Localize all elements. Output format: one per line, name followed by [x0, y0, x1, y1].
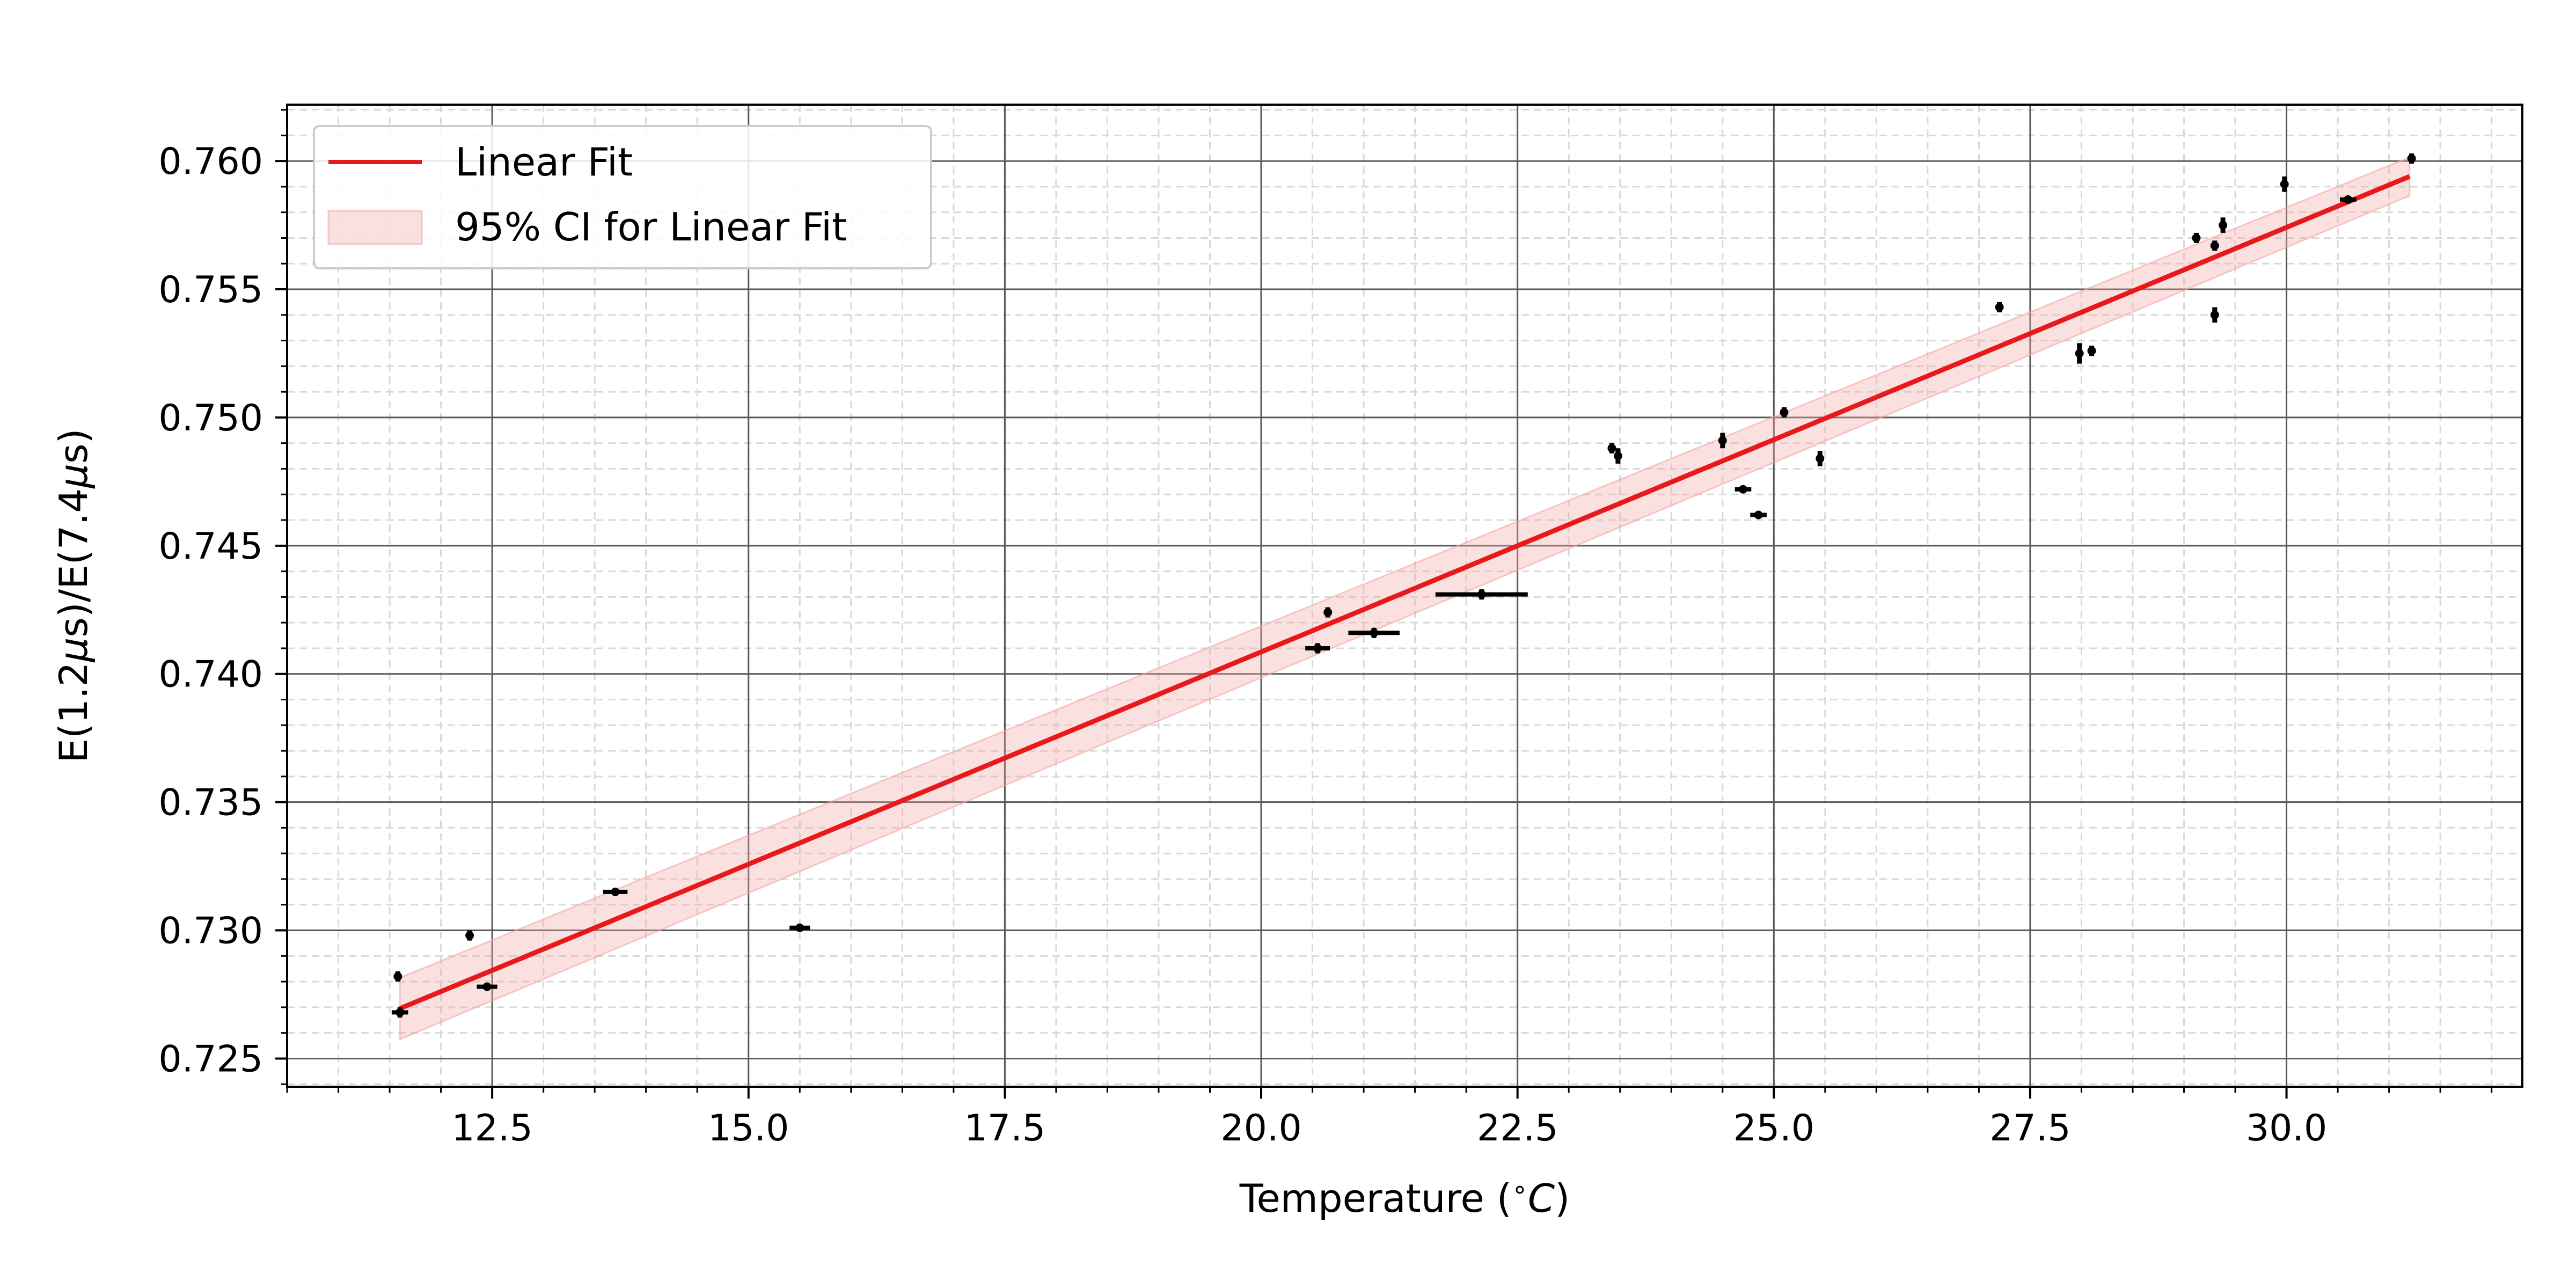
data-point-marker	[2280, 180, 2289, 189]
legend-ci-swatch	[327, 210, 423, 245]
y-tick-label: 0.750	[158, 397, 263, 440]
legend-ci-label: 95% CI for Linear Fit	[455, 204, 847, 250]
data-point	[2339, 195, 2357, 204]
data-point-marker	[1323, 608, 1333, 617]
legend: Linear Fit 95% CI for Linear Fit	[313, 125, 932, 269]
data-point	[1305, 643, 1330, 654]
data-point-marker	[1477, 590, 1486, 599]
axis-ticks	[275, 109, 2493, 1099]
linear-fit-line	[399, 174, 2411, 1011]
y-axis-label-part2: s)/E(7.4	[51, 488, 96, 638]
data-point	[2210, 307, 2219, 323]
x-axis-label-degree: ∘	[1512, 1174, 1528, 1204]
data-point-marker	[1780, 408, 1789, 417]
major-grid	[287, 105, 2522, 1087]
data-point-marker	[1816, 454, 1825, 463]
x-tick-label: 12.5	[451, 1107, 532, 1150]
data-point	[1435, 589, 1528, 600]
data-point	[2280, 176, 2289, 192]
data-point-marker	[2210, 241, 2219, 250]
data-point-marker	[1370, 628, 1379, 638]
data-point-marker	[2075, 349, 2084, 358]
data-point	[2407, 153, 2416, 164]
data-point-marker	[2344, 195, 2353, 204]
plot-frame	[286, 104, 2523, 1088]
data-point-marker	[2087, 346, 2096, 355]
data-point	[1323, 607, 1333, 618]
data-point	[2219, 217, 2228, 233]
y-tick-label: 0.745	[158, 525, 263, 568]
data-point	[1607, 443, 1616, 453]
y-axis-label-mu2: μ	[51, 464, 96, 489]
y-axis-label: E(1.2μs)/E(7.4μs)	[51, 428, 96, 763]
data-point	[1613, 448, 1622, 464]
data-point	[2087, 346, 2096, 356]
data-point	[465, 930, 474, 941]
y-tick-labels: 0.725 0.730 0.735 0.740 0.745 0.750 0.755 0.760	[158, 141, 263, 1080]
y-tick-label: 0.755	[158, 269, 263, 311]
x-tick-label: 20.0	[1220, 1107, 1301, 1150]
y-tick-label: 0.735	[158, 782, 263, 824]
data-point	[391, 1007, 408, 1018]
y-axis-label-part3: s)	[51, 428, 96, 464]
data-point	[477, 982, 497, 991]
data-point	[2192, 232, 2201, 244]
data-point	[1735, 485, 1752, 494]
data-point	[1348, 627, 1400, 638]
x-tick-label: 22.5	[1477, 1107, 1558, 1150]
data-point	[1816, 451, 1825, 466]
x-axis-label-after: )	[1555, 1176, 1570, 1221]
data-point-marker	[1738, 485, 1747, 494]
data-point-marker	[396, 1008, 405, 1017]
x-axis-label-unit: C	[1528, 1176, 1555, 1221]
data-point	[603, 887, 628, 896]
legend-fit-label: Linear Fit	[455, 140, 633, 185]
x-tick-label: 30.0	[2246, 1107, 2327, 1150]
data-point-marker	[1607, 444, 1616, 453]
data-point-marker	[2407, 154, 2416, 163]
legend-box	[313, 125, 932, 269]
data-point	[2075, 343, 2084, 364]
y-axis-label-part1: E(1.2	[51, 662, 96, 763]
data-point-marker	[2219, 221, 2228, 230]
x-axis-label-before: Temperature (	[1239, 1176, 1512, 1221]
data-point-marker	[393, 972, 402, 981]
data-point-marker	[465, 931, 474, 940]
data-point	[1995, 302, 2004, 313]
data-points	[391, 153, 2416, 1018]
x-tick-labels: 12.5 15.0 17.5 20.0 22.5 25.0 27.5 30.0	[451, 1107, 2327, 1150]
data-point	[1750, 510, 1767, 519]
data-point	[393, 971, 402, 982]
y-tick-label: 0.725	[158, 1038, 263, 1080]
y-tick-label: 0.760	[158, 141, 263, 183]
data-point	[1780, 407, 1789, 418]
y-tick-label: 0.730	[158, 910, 263, 953]
data-point-marker	[611, 887, 620, 896]
data-point	[789, 923, 810, 932]
data-point-marker	[2210, 310, 2219, 319]
data-point-marker	[795, 923, 804, 932]
x-tick-label: 25.0	[1733, 1107, 1814, 1150]
data-point-marker	[1613, 451, 1622, 460]
x-tick-label: 27.5	[1989, 1107, 2070, 1150]
data-point	[2210, 240, 2219, 251]
data-point-marker	[1754, 510, 1763, 519]
fit-layer	[399, 174, 2411, 1011]
x-tick-label: 17.5	[964, 1107, 1045, 1150]
data-point-marker	[2192, 233, 2201, 243]
data-point-marker	[1995, 303, 2004, 312]
data-point-marker	[1718, 436, 1727, 445]
data-point-marker	[482, 982, 492, 991]
y-tick-label: 0.740	[158, 654, 263, 696]
x-tick-label: 15.0	[708, 1107, 789, 1150]
data-point-marker	[1313, 643, 1322, 653]
data-point	[1718, 433, 1727, 449]
y-axis-label-mu1: μ	[51, 638, 96, 663]
x-axis-label: Temperature (∘C)	[1239, 1174, 1570, 1221]
